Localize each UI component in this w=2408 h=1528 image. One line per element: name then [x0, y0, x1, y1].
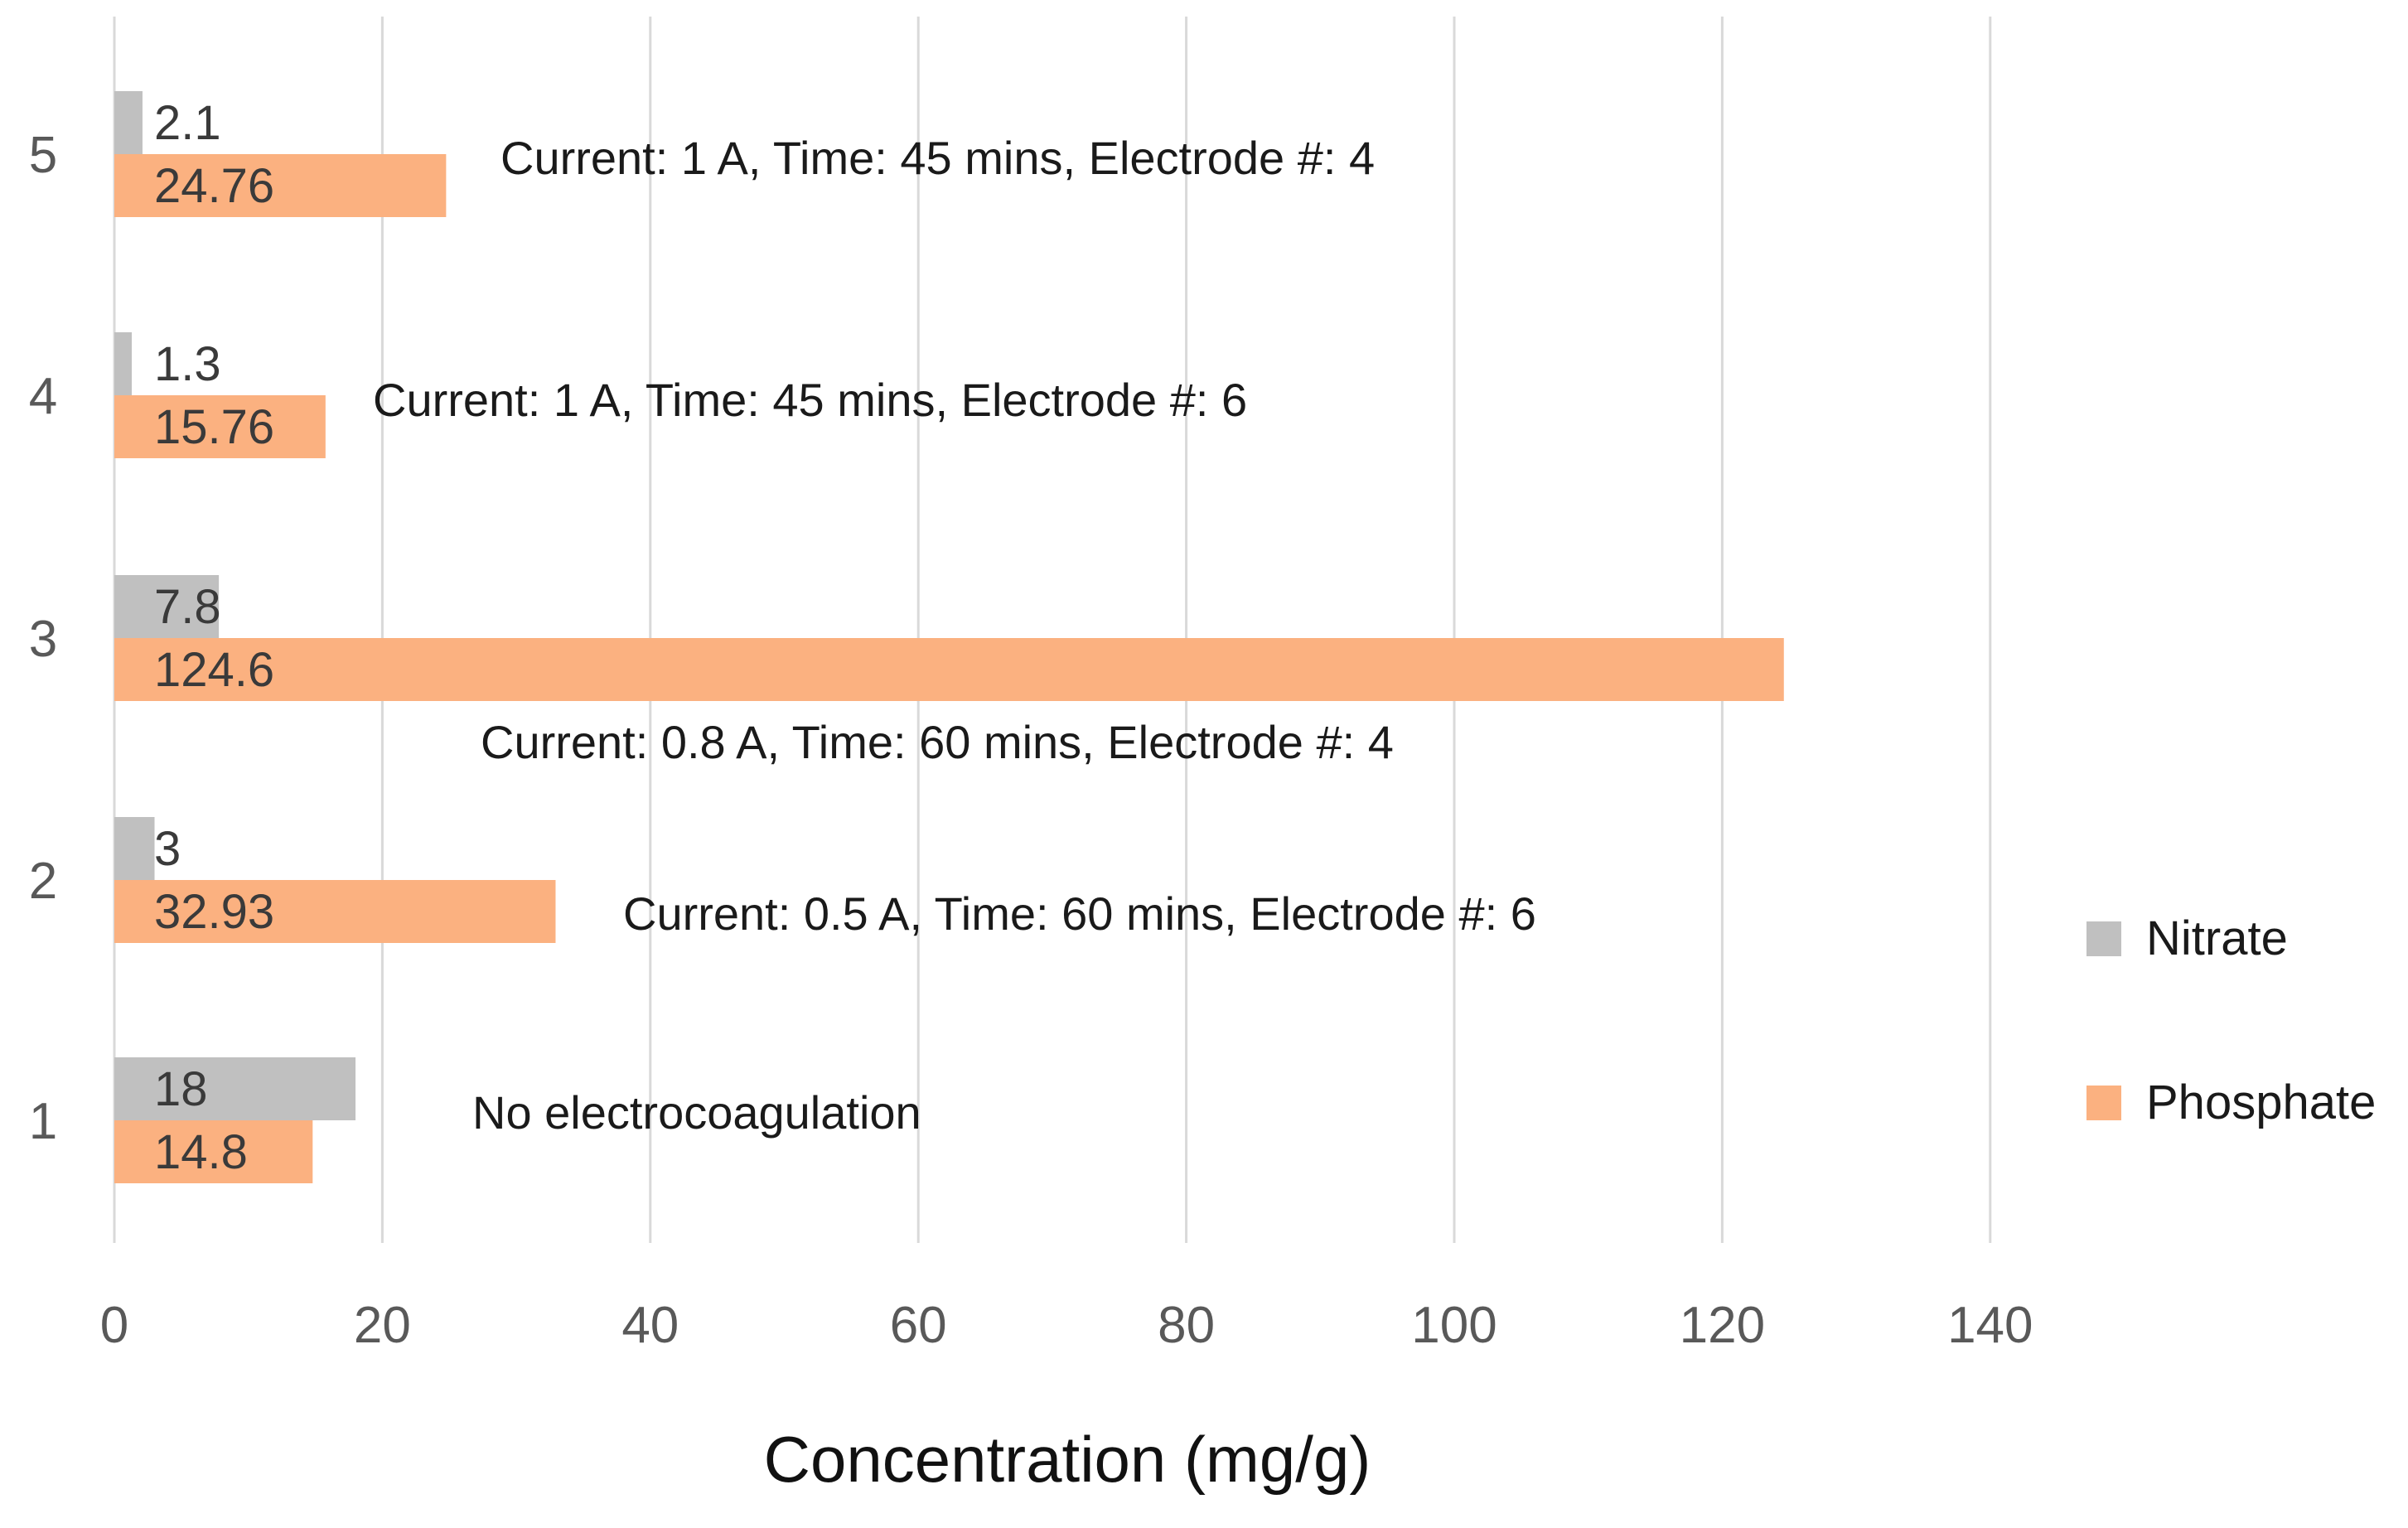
x-axis-tick-labels: 0 20 40 60 80 100 120 140	[100, 1297, 2033, 1354]
phosphate-bar-4	[114, 395, 326, 458]
phosphate-bar-2	[114, 880, 556, 943]
annotations: No electrocoagulation Current: 0.5 A, Tim…	[373, 132, 1536, 1139]
nitrate-legend-label: Nitrate	[2146, 911, 2288, 965]
nitrate-bar-2	[114, 817, 155, 880]
legend: Nitrate Phosphate	[2086, 911, 2376, 1129]
y-axis-category-labels: 1 2 3 4 5	[29, 127, 57, 1150]
annotation-1: No electrocoagulation	[472, 1086, 921, 1139]
y-category-label-5: 5	[29, 127, 57, 184]
nitrate-bar-1	[114, 1057, 356, 1120]
x-tick-label-120: 120	[1680, 1297, 1765, 1354]
nitrate-legend-swatch	[2086, 921, 2121, 956]
y-category-label-4: 4	[29, 368, 57, 425]
phosphate-legend-swatch	[2086, 1086, 2121, 1120]
nitrate-bar-4	[114, 332, 133, 395]
nitrate-value-label-5: 2.1	[154, 96, 221, 150]
bars	[114, 91, 1784, 1183]
annotation-4: Current: 1 A, Time: 45 mins, Electrode #…	[373, 374, 1247, 426]
x-tick-label-40: 40	[621, 1297, 679, 1354]
data-labels: 18 3 7.8 1.3 2.1 14.8 32.93 124.6 15.76 24.76	[154, 96, 274, 1179]
x-tick-label-80: 80	[1158, 1297, 1215, 1354]
nitrate-value-label-2: 3	[154, 822, 181, 876]
phosphate-bar-1	[114, 1120, 313, 1183]
x-tick-label-60: 60	[890, 1297, 947, 1354]
nitrate-value-label-1: 18	[154, 1062, 208, 1116]
y-category-label-3: 3	[29, 611, 57, 668]
y-category-label-2: 2	[29, 853, 57, 910]
phosphate-value-label-2: 32.93	[154, 885, 274, 939]
x-tick-label-140: 140	[1947, 1297, 2033, 1354]
y-category-label-1: 1	[29, 1093, 57, 1150]
annotation-3: Current: 0.8 A, Time: 60 mins, Electrode…	[481, 716, 1394, 768]
phosphate-bar-3	[114, 638, 1784, 701]
annotation-5: Current: 1 A, Time: 45 mins, Electrode #…	[500, 132, 1375, 184]
phosphate-value-label-5: 24.76	[154, 159, 274, 213]
nitrate-value-label-4: 1.3	[154, 337, 221, 391]
phosphate-value-label-4: 15.76	[154, 400, 274, 454]
nitrate-bar-5	[114, 91, 143, 154]
x-tick-label-0: 0	[100, 1297, 128, 1354]
nitrate-bar-3	[114, 575, 220, 638]
x-tick-label-100: 100	[1411, 1297, 1497, 1354]
annotation-2: Current: 0.5 A, Time: 60 mins, Electrode…	[623, 887, 1536, 940]
nitrate-value-label-3: 7.8	[154, 580, 221, 634]
x-tick-label-20: 20	[354, 1297, 411, 1354]
phosphate-value-label-1: 14.8	[154, 1125, 248, 1179]
x-axis-title: Concentration (mg/g)	[764, 1423, 1371, 1496]
phosphate-value-label-3: 124.6	[154, 643, 274, 697]
gridlines	[113, 17, 1992, 1243]
phosphate-legend-label: Phosphate	[2146, 1076, 2376, 1129]
phosphate-bar-5	[114, 154, 447, 217]
